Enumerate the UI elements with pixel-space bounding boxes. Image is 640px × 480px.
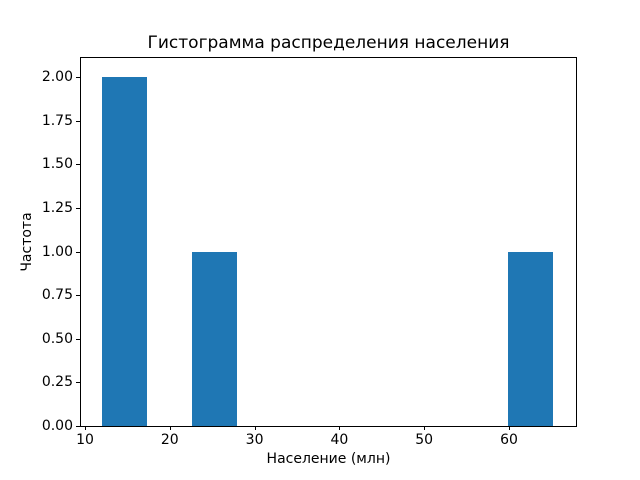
chart-title: Гистограмма распределения населения — [147, 33, 510, 53]
y-tick-mark — [76, 120, 80, 122]
y-tick-mark — [76, 338, 80, 340]
x-tick-label: 60 — [500, 432, 518, 448]
y-tick-mark — [76, 207, 80, 209]
y-tick-label: 2.00 — [41, 69, 73, 86]
y-tick-mark — [76, 382, 80, 384]
y-tick-mark — [76, 251, 80, 253]
x-tick-label: 50 — [415, 432, 434, 448]
x-tick-label: 30 — [245, 432, 264, 448]
x-tick-mark — [169, 426, 171, 430]
x-tick-mark — [339, 426, 341, 430]
x-tick-mark — [509, 426, 510, 430]
y-tick-label: 1.25 — [41, 199, 73, 216]
y-tick-label: 0.75 — [41, 287, 73, 304]
y-tick-label: 0.00 — [41, 418, 73, 434]
x-axis-label: Население (млн) — [266, 451, 391, 467]
y-tick-label: 0.50 — [41, 330, 73, 347]
histogram-bar — [507, 251, 554, 426]
x-tick-label: 10 — [76, 432, 94, 448]
y-tick-mark — [76, 426, 80, 427]
y-tick-label: 0.25 — [41, 374, 73, 391]
x-tick-label: 20 — [160, 432, 179, 448]
x-tick-label: 40 — [330, 432, 349, 448]
y-tick-mark — [76, 77, 80, 79]
y-tick-mark — [76, 164, 80, 166]
x-tick-mark — [84, 426, 86, 430]
x-tick-mark — [254, 426, 256, 430]
histogram-bar — [192, 251, 238, 426]
plot-area: 10 20 30 40 50 60 0.00 0.25 0.50 0.75 1.00 1.25 1.50… — [42, 57, 577, 448]
y-tick-label: 1.00 — [41, 243, 73, 260]
x-tick-mark — [424, 426, 426, 430]
y-tick-label: 1.75 — [41, 112, 73, 129]
y-tick-mark — [76, 295, 80, 297]
y-axis-label: Частота — [19, 212, 35, 272]
y-tick-label: 1.50 — [41, 156, 73, 173]
histogram-bar — [101, 77, 148, 426]
